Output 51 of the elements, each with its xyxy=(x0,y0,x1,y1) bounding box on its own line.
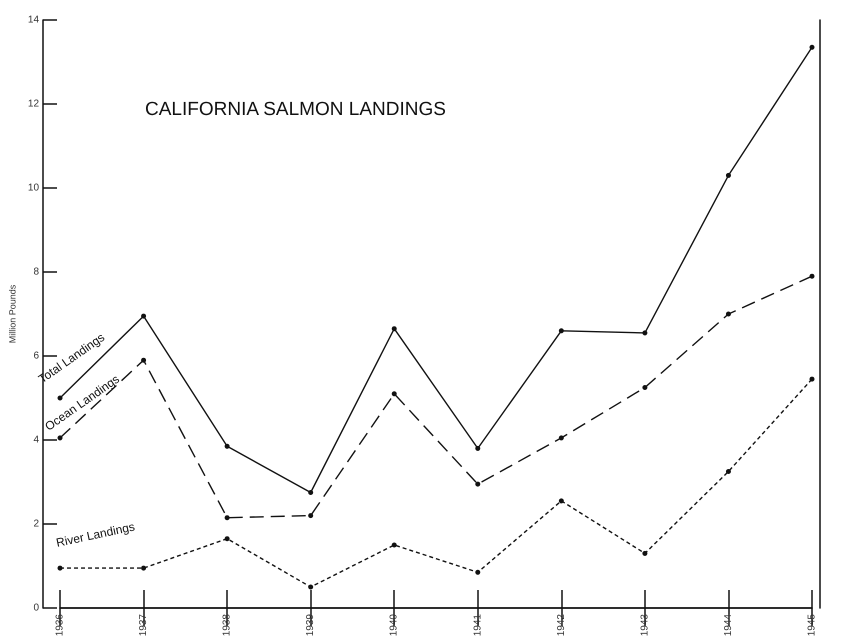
x-tick-label: 1940 xyxy=(388,614,400,636)
y-tick-label: 14 xyxy=(28,14,40,26)
x-tick-label: 1937 xyxy=(138,614,150,636)
x-tick-label: 1943 xyxy=(639,614,650,636)
point xyxy=(642,330,648,336)
point xyxy=(308,490,314,495)
point xyxy=(726,172,731,178)
point xyxy=(58,396,63,400)
point xyxy=(392,391,397,396)
x-tick-label: 1938 xyxy=(222,614,233,636)
y-tick-label: 10 xyxy=(28,182,40,194)
x-tick-label: 1944 xyxy=(722,614,734,636)
y-tick-label: 12 xyxy=(28,98,40,110)
point xyxy=(224,515,230,520)
point xyxy=(308,584,314,590)
point xyxy=(558,498,564,504)
point xyxy=(726,469,731,474)
point xyxy=(475,482,480,487)
point xyxy=(726,312,731,316)
point xyxy=(475,570,480,575)
point xyxy=(392,542,397,548)
point xyxy=(642,550,648,556)
x-tick-label: 1939 xyxy=(305,614,316,636)
point xyxy=(224,444,230,449)
text: River Landings xyxy=(54,520,136,550)
x-tick-label: 1942 xyxy=(556,614,567,636)
point xyxy=(58,435,63,440)
point xyxy=(224,536,230,542)
point xyxy=(141,566,146,571)
x-tick-label: 1941 xyxy=(472,614,484,636)
x-tick-label: 1945 xyxy=(806,614,818,636)
point xyxy=(58,566,63,571)
point xyxy=(810,376,814,382)
y-tick-label: 0 xyxy=(33,602,40,614)
point xyxy=(475,446,480,451)
point xyxy=(308,513,314,518)
y-tick-label: 6 xyxy=(33,350,40,362)
y-tick-label: 8 xyxy=(33,266,40,278)
point xyxy=(558,435,564,440)
y-tick-label: 2 xyxy=(33,518,40,530)
point xyxy=(392,326,397,332)
point xyxy=(558,328,564,334)
y-tick-label: 4 xyxy=(33,434,40,446)
y-axis-title: Million Pounds xyxy=(8,284,18,344)
point xyxy=(642,385,648,390)
point xyxy=(141,314,146,319)
x-tick-label: 1936 xyxy=(54,614,66,636)
point xyxy=(810,44,814,50)
point xyxy=(141,358,146,363)
point xyxy=(810,274,814,279)
text: CALIFORNIA SALMON LANDINGS xyxy=(145,99,446,120)
